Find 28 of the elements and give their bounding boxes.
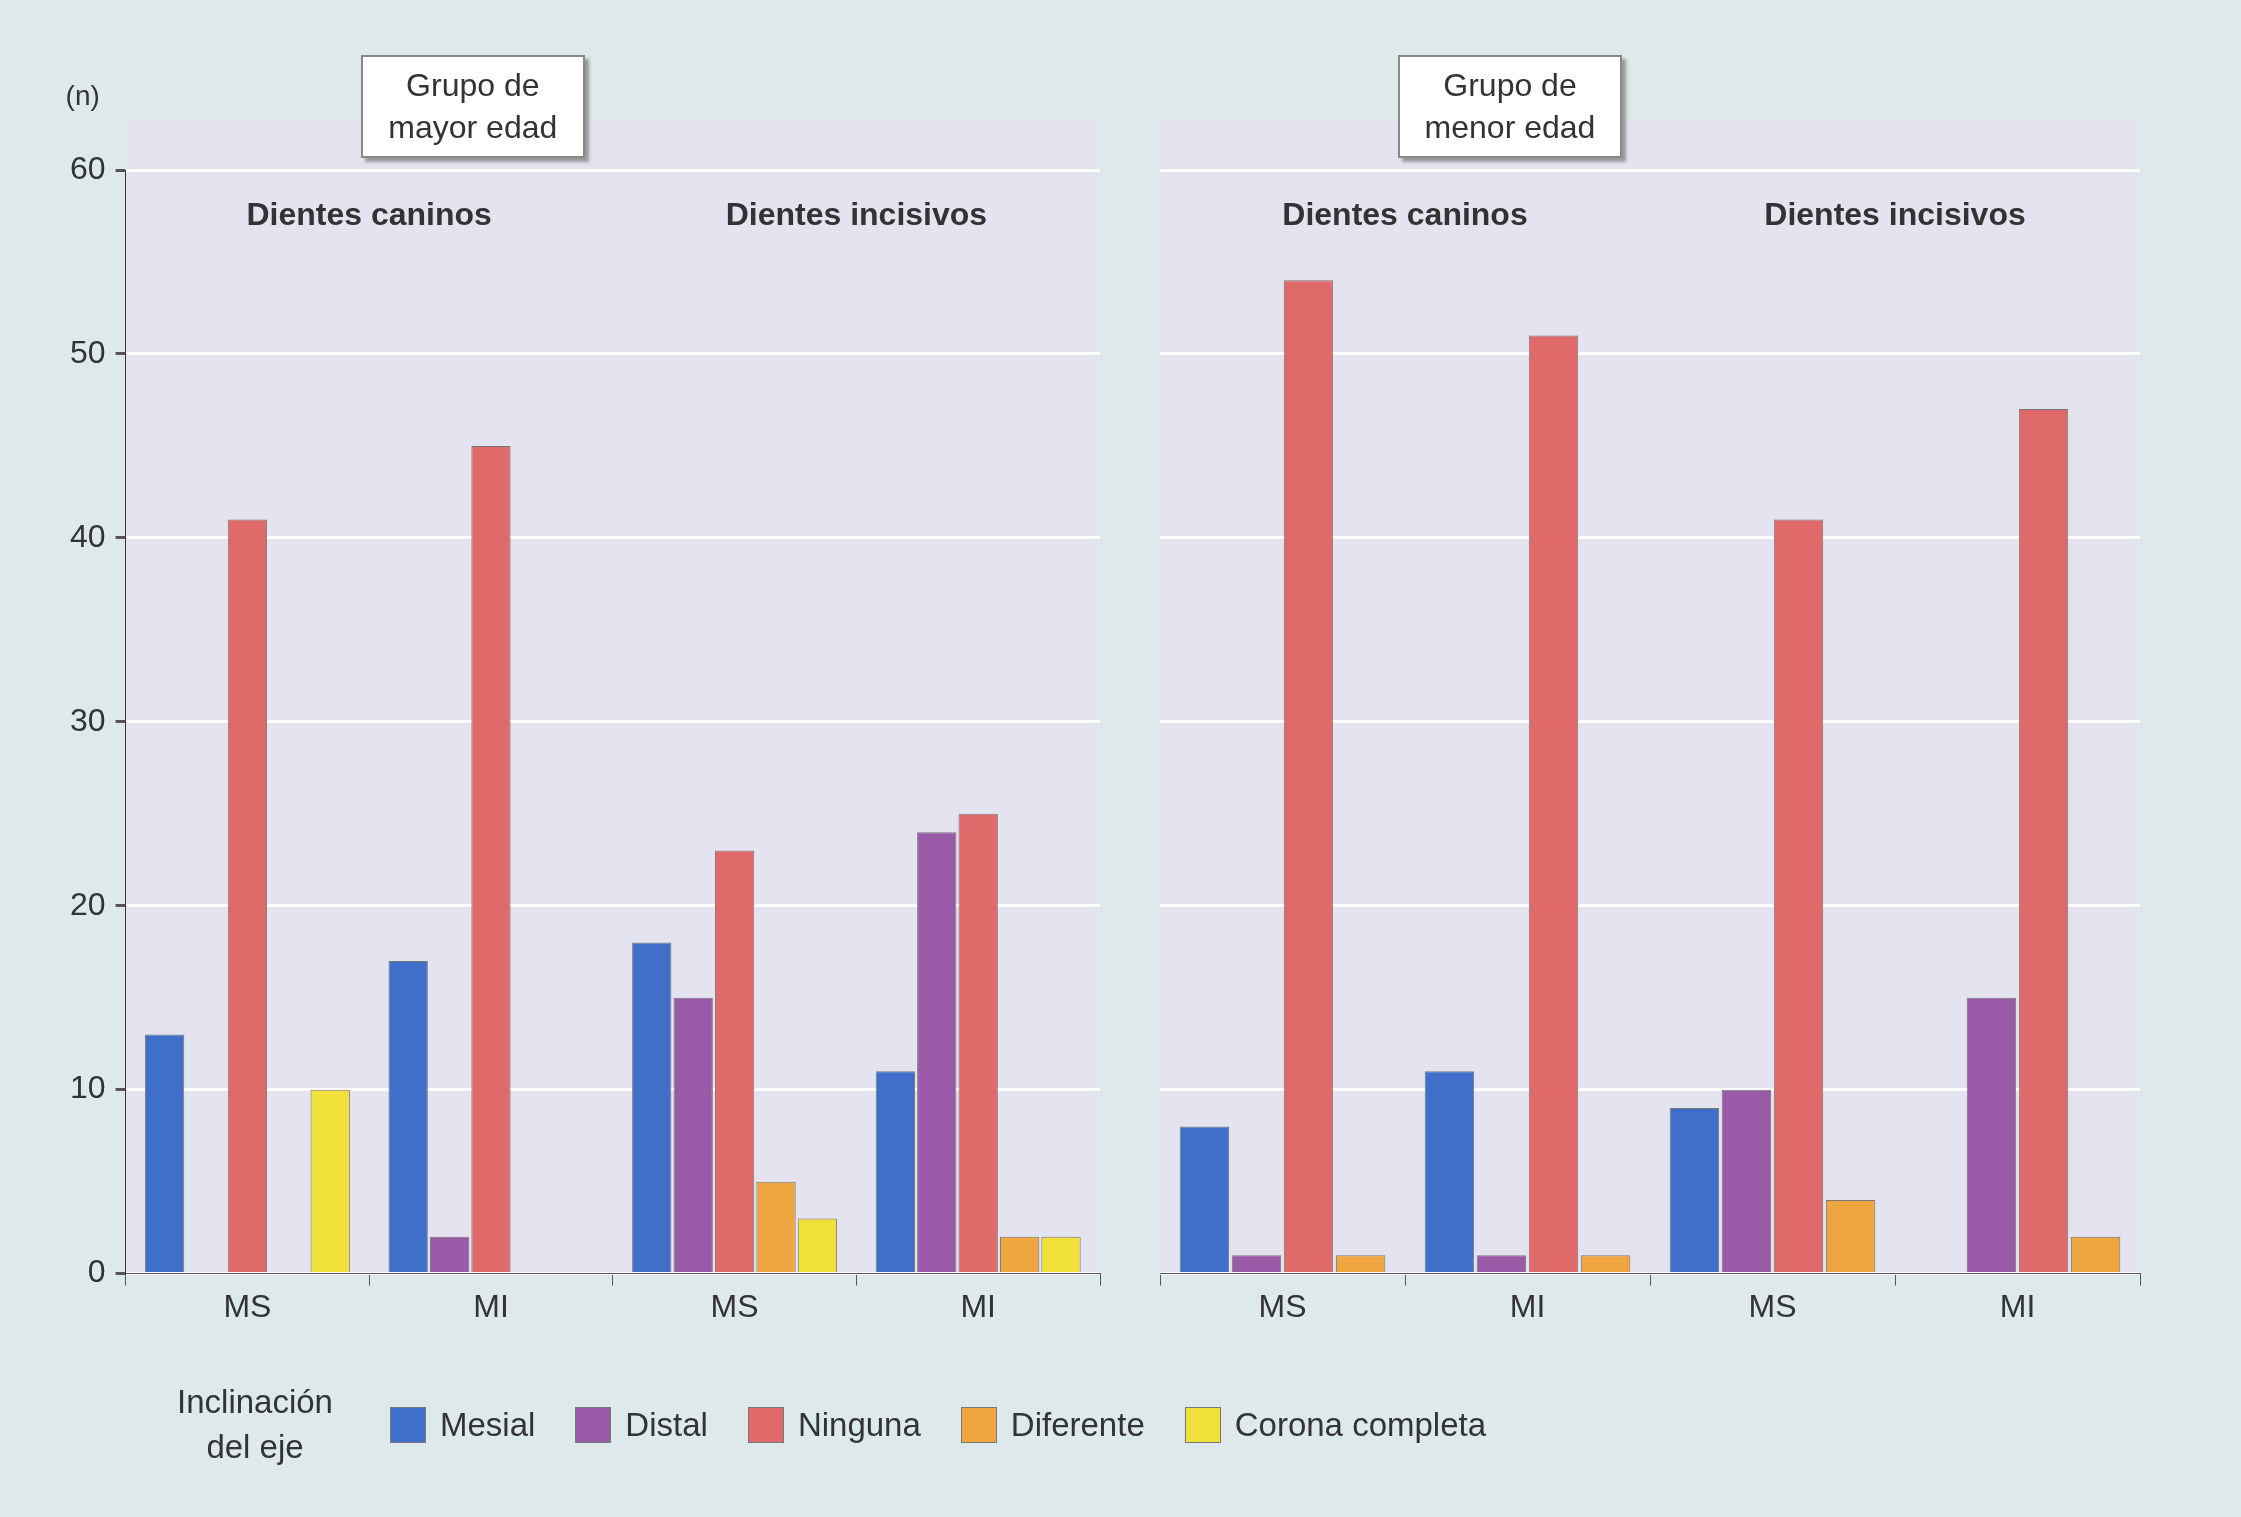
legend-label: Diferente <box>1010 1405 1145 1444</box>
y-tick-label: 20 <box>70 885 106 922</box>
x-tick-label: MS <box>1748 1287 1797 1324</box>
y-axis-title: (n) <box>65 80 100 112</box>
y-tick-label: 0 <box>87 1253 106 1290</box>
y-tick-label: 50 <box>70 333 106 370</box>
annotation: Dientes caninos <box>246 196 492 232</box>
x-tick-label: MI <box>1509 1287 1546 1324</box>
chart-title: Grupo de mayor edad <box>360 55 585 159</box>
legend-label: Mesial <box>440 1405 536 1444</box>
x-tick-label: MS <box>710 1287 759 1324</box>
annotation: Dientes incisivos <box>725 196 988 232</box>
legend-title: Inclinación del eje <box>176 1382 334 1467</box>
y-tick-label: 40 <box>70 517 106 554</box>
x-tick-label: MI <box>960 1287 996 1324</box>
annotation: Dientes incisivos <box>1764 196 2026 232</box>
x-tick-label: MI <box>1999 1287 2036 1324</box>
chart-title: Grupo de menor edad <box>1398 55 1622 159</box>
y-tick-label: 10 <box>70 1069 106 1106</box>
y-tick-label: 60 <box>70 149 106 186</box>
annotation: Dientes caninos <box>1282 196 1528 232</box>
x-tick-label: MI <box>473 1287 509 1324</box>
legend-label: Ninguna <box>797 1405 921 1444</box>
x-tick-label: MS <box>223 1287 272 1324</box>
legend-label: Corona completa <box>1234 1405 1487 1444</box>
y-tick-label: 30 <box>70 701 106 738</box>
x-tick-label: MS <box>1258 1287 1307 1324</box>
legend-label: Distal <box>625 1405 708 1444</box>
